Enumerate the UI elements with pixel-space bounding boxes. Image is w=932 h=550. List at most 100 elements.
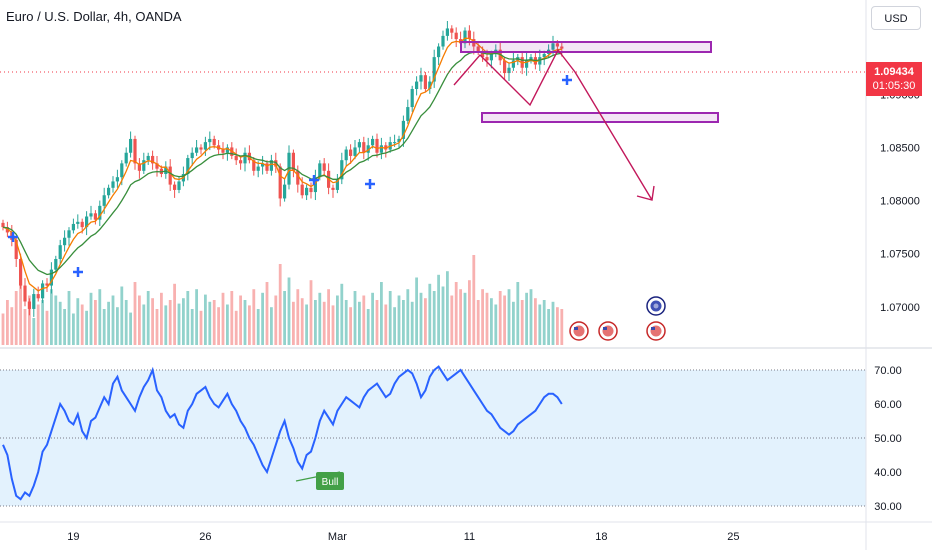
volume-bar [331,305,335,345]
candle-body [67,230,71,238]
volume-bar [1,313,5,345]
volume-bar [155,309,159,345]
volume-bar [485,292,489,345]
volume-bar [551,301,555,345]
rsi-indicator [0,365,866,507]
candle-body [406,107,410,121]
volume-bar [560,309,564,345]
forecast-arrow-head [636,185,655,201]
volume-bar [270,307,273,345]
volume-bar [410,301,414,345]
signal-markers [8,75,572,277]
candle-body [1,222,5,228]
bull-badge-label: Bull [322,477,339,488]
candle-body [239,160,243,164]
volume-bar [120,286,124,345]
last-price-label: 1.09434 01:05:30 [866,62,922,96]
volume-bar [459,289,462,345]
candle-body [410,89,414,108]
volume-bar [129,312,132,345]
volume-bar [10,307,14,345]
candle-body [243,152,247,164]
candle-body [507,67,511,74]
ema-slow-line [2,51,562,276]
price-tick-label: 1.08000 [880,196,920,208]
volume-bar [111,295,115,345]
rsi-tick-label: 50.00 [874,433,902,445]
time-tick-label: 19 [67,531,79,543]
volume-bar [160,292,163,345]
candle-body [384,145,388,150]
volume-bar [556,307,559,345]
last-price-value: 1.09434 [874,66,914,78]
volume-bar [54,295,58,345]
candle-body [437,46,441,58]
volume-bar [204,294,207,345]
volume-bar [28,295,31,345]
candle-body [340,160,344,180]
volume-bar [32,318,36,345]
volume-bar [349,307,352,345]
currency-button[interactable]: USD [871,6,921,30]
candle-body [195,147,199,153]
candle-body [415,81,419,89]
volume-bar [14,291,18,345]
candle-body [168,166,172,185]
volume-bar [472,255,476,345]
volume-bar [6,300,9,345]
volume-bar [239,295,242,345]
volume-bar [265,282,269,345]
volume-bar [76,298,80,345]
candle-body [467,30,471,40]
candle-body [173,184,177,190]
candle-body [155,163,159,169]
candle-body [256,166,260,171]
volume-bar [358,301,361,345]
volume-bar [94,300,97,345]
volume-bar [173,283,176,345]
candle-body [269,160,273,171]
event-icons[interactable] [569,296,666,341]
time-tick-label: Mar [328,531,347,543]
candle-body [349,149,353,156]
volume-bar [199,310,203,345]
candle-body [146,155,150,161]
candle-body [124,152,128,164]
volume-bar [534,298,537,345]
volume-bar [142,304,146,345]
candle-body [419,75,423,82]
candle-body [362,142,366,153]
resistance-zone[interactable] [460,41,712,53]
volume-bar [208,301,212,345]
candle-body [551,43,555,50]
candle-body [63,237,67,246]
candle-body [331,187,335,190]
candle-body [542,53,546,58]
volume-bar [278,264,282,345]
candle-body [133,138,137,164]
flag-event-icon [646,321,666,341]
volume-bar [490,298,493,345]
pattern-path[interactable] [453,48,653,201]
volume-bar [468,280,471,345]
volume-bar [437,274,440,345]
moving-averages [2,37,562,292]
candle-body [164,166,168,174]
volume-bar [85,310,88,345]
volume-bar [274,295,278,345]
candle-body [428,81,432,89]
volume-bar [397,295,401,345]
candle-body [287,152,291,185]
candle-body [291,152,295,171]
candle-body [375,138,379,153]
candle-body [300,184,304,196]
volume-bar [402,300,405,345]
volume-bar [182,298,185,345]
volume-bar [226,304,229,345]
volume-bar [36,304,40,345]
volume-bar [428,283,432,345]
volume-bar [432,291,436,345]
candle-body [265,163,269,171]
candle-body [441,35,445,47]
